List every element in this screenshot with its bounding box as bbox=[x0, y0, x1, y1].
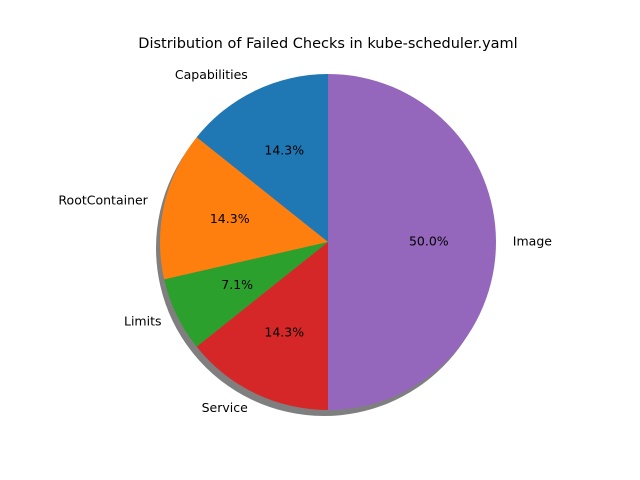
slice-label-limits: Limits bbox=[124, 314, 162, 329]
slice-percent-rootcontainer: 14.3% bbox=[210, 211, 250, 226]
slice-percent-service: 14.3% bbox=[264, 324, 304, 339]
pie-slice-capabilities bbox=[196, 74, 328, 242]
slice-percent-capabilities: 14.3% bbox=[264, 143, 304, 158]
pie-labels: Capabilities 14.3% RootContainer 14.3% Limit… bbox=[58, 67, 552, 415]
slice-percent-limits: 7.1% bbox=[221, 277, 253, 292]
slice-label-service: Service bbox=[202, 400, 249, 415]
pie-slice-image bbox=[328, 74, 496, 410]
pie-slice-rootcontainer bbox=[160, 137, 328, 280]
pie-slice-limits bbox=[164, 242, 328, 347]
chart-title: Distribution of Failed Checks in kube-sc… bbox=[138, 36, 517, 52]
pie-slice-service bbox=[196, 242, 328, 410]
pie-slices bbox=[160, 74, 496, 410]
slice-percent-image: 50.0% bbox=[409, 234, 449, 249]
slice-label-capabilities: Capabilities bbox=[175, 67, 248, 82]
slice-label-image: Image bbox=[513, 234, 552, 249]
slice-label-rootcontainer: RootContainer bbox=[58, 192, 148, 207]
